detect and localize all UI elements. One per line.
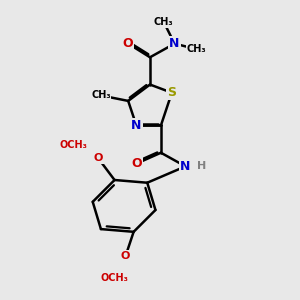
Text: CH₃: CH₃: [91, 91, 111, 100]
Text: CH₃: CH₃: [154, 17, 173, 27]
Text: S: S: [167, 86, 176, 99]
Text: OCH₃: OCH₃: [60, 140, 88, 149]
Text: O: O: [131, 157, 142, 170]
Text: OCH₃: OCH₃: [100, 273, 128, 283]
Text: O: O: [123, 37, 134, 50]
Text: N: N: [131, 119, 142, 132]
Text: O: O: [121, 251, 130, 261]
Text: H: H: [197, 161, 206, 171]
Text: CH₃: CH₃: [187, 44, 206, 54]
Text: O: O: [94, 153, 103, 163]
Text: N: N: [180, 160, 190, 173]
Text: N: N: [169, 37, 180, 50]
